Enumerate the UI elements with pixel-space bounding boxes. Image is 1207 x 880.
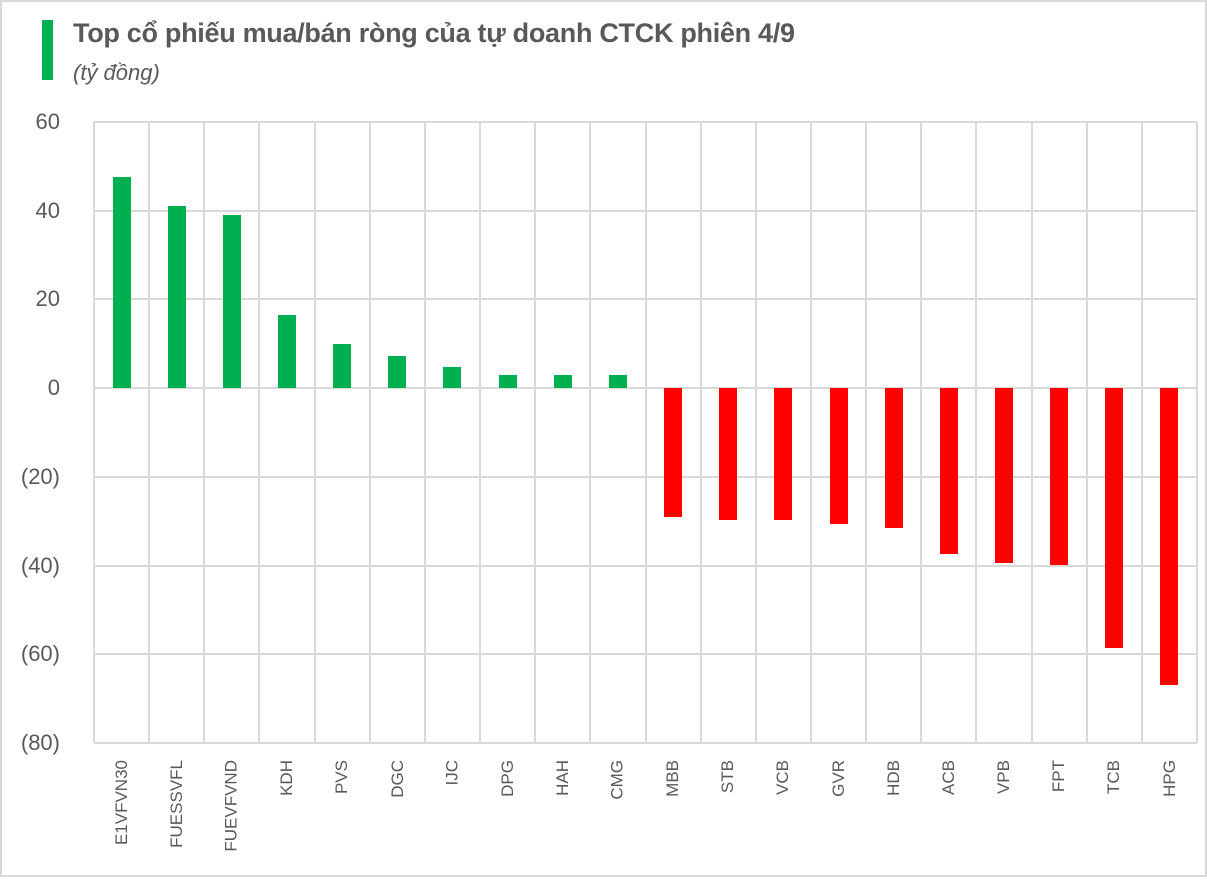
x-tick-label: CMG xyxy=(607,760,627,800)
bar-stb xyxy=(719,388,738,521)
x-tick-label: ACB xyxy=(938,760,958,795)
gridline-vertical xyxy=(93,122,95,743)
x-tick-label: FUEVFVND xyxy=(221,760,241,852)
gridline-vertical xyxy=(1030,122,1033,743)
x-tick-label: HAH xyxy=(552,760,572,796)
gridline-vertical xyxy=(313,122,316,743)
x-tick-label: KDH xyxy=(277,760,297,796)
y-tick-label: (40) xyxy=(20,552,60,578)
x-tick-label: DGC xyxy=(387,760,407,798)
gridline-vertical xyxy=(644,122,647,743)
bar-gvr xyxy=(829,388,848,525)
bar-dgc xyxy=(388,355,407,389)
bar-vcb xyxy=(774,388,793,521)
gridline-vertical xyxy=(534,122,537,743)
gridline-vertical xyxy=(865,122,868,743)
x-tick-label: FUESSVFL xyxy=(166,760,186,848)
bar-fuevfvnd xyxy=(222,215,241,389)
x-tick-label: TCB xyxy=(1104,760,1124,794)
x-tick-label: VPB xyxy=(993,760,1013,795)
y-tick-label: (20) xyxy=(20,463,60,489)
bar-acb xyxy=(939,388,958,555)
gridline-vertical xyxy=(423,122,426,743)
x-tick-label: FPT xyxy=(1049,760,1069,793)
bar-hdb xyxy=(884,388,903,528)
gridline-vertical xyxy=(589,122,592,743)
bar-ijc xyxy=(443,366,462,389)
gridline-vertical xyxy=(754,122,757,743)
bar-vpb xyxy=(994,388,1013,563)
x-tick-label: E1VFVN30 xyxy=(111,760,131,846)
chart-subtitle: (tỷ đồng) xyxy=(73,60,160,85)
gridline-vertical xyxy=(809,122,812,743)
bar-fpt xyxy=(1050,388,1069,566)
x-tick-label: GVR xyxy=(828,760,848,797)
x-tick-label: PVS xyxy=(332,760,352,795)
bar-cmg xyxy=(608,374,627,389)
title-accent-bar xyxy=(42,20,53,80)
y-tick-label: (80) xyxy=(20,730,60,755)
gridline-vertical xyxy=(203,122,206,743)
gridline-horizontal xyxy=(94,742,1197,744)
gridline-vertical xyxy=(258,122,261,743)
bar-fuessvfl xyxy=(167,205,186,389)
y-tick-label: 20 xyxy=(35,286,60,312)
y-tick-label: 0 xyxy=(47,375,60,401)
x-tick-label: HPG xyxy=(1159,760,1179,797)
x-tick-label: IJC xyxy=(442,760,462,786)
gridline-vertical xyxy=(479,122,482,743)
gridline-vertical xyxy=(1196,122,1198,743)
gridline-vertical xyxy=(1085,122,1088,743)
x-tick-label: HDB xyxy=(883,760,903,796)
bar-mbb xyxy=(664,388,683,517)
gridline-vertical xyxy=(699,122,702,743)
x-tick-label: DPG xyxy=(497,760,517,797)
gridline-vertical xyxy=(920,122,923,743)
chart-title: Top cổ phiếu mua/bán ròng của tự doanh C… xyxy=(73,18,795,48)
gridline-vertical xyxy=(368,122,371,743)
x-tick-label: VCB xyxy=(773,760,793,795)
y-tick-label: 40 xyxy=(35,197,60,223)
gridline-vertical xyxy=(1140,122,1143,743)
bar-dpg xyxy=(498,374,517,389)
bar-hpg xyxy=(1160,388,1179,685)
gridline-vertical xyxy=(975,122,978,743)
bar-pvs xyxy=(333,344,352,389)
y-tick-label: 60 xyxy=(35,109,60,134)
bar-hah xyxy=(553,374,572,389)
bar-tcb xyxy=(1105,388,1124,649)
bar-e1vfvn30 xyxy=(112,177,131,389)
x-tick-label: MBB xyxy=(663,760,683,797)
y-tick-label: (60) xyxy=(20,641,60,667)
x-tick-label: STB xyxy=(718,760,738,794)
plot-area xyxy=(93,121,1198,744)
gridline-vertical xyxy=(148,122,151,743)
bar-kdh xyxy=(278,314,297,389)
